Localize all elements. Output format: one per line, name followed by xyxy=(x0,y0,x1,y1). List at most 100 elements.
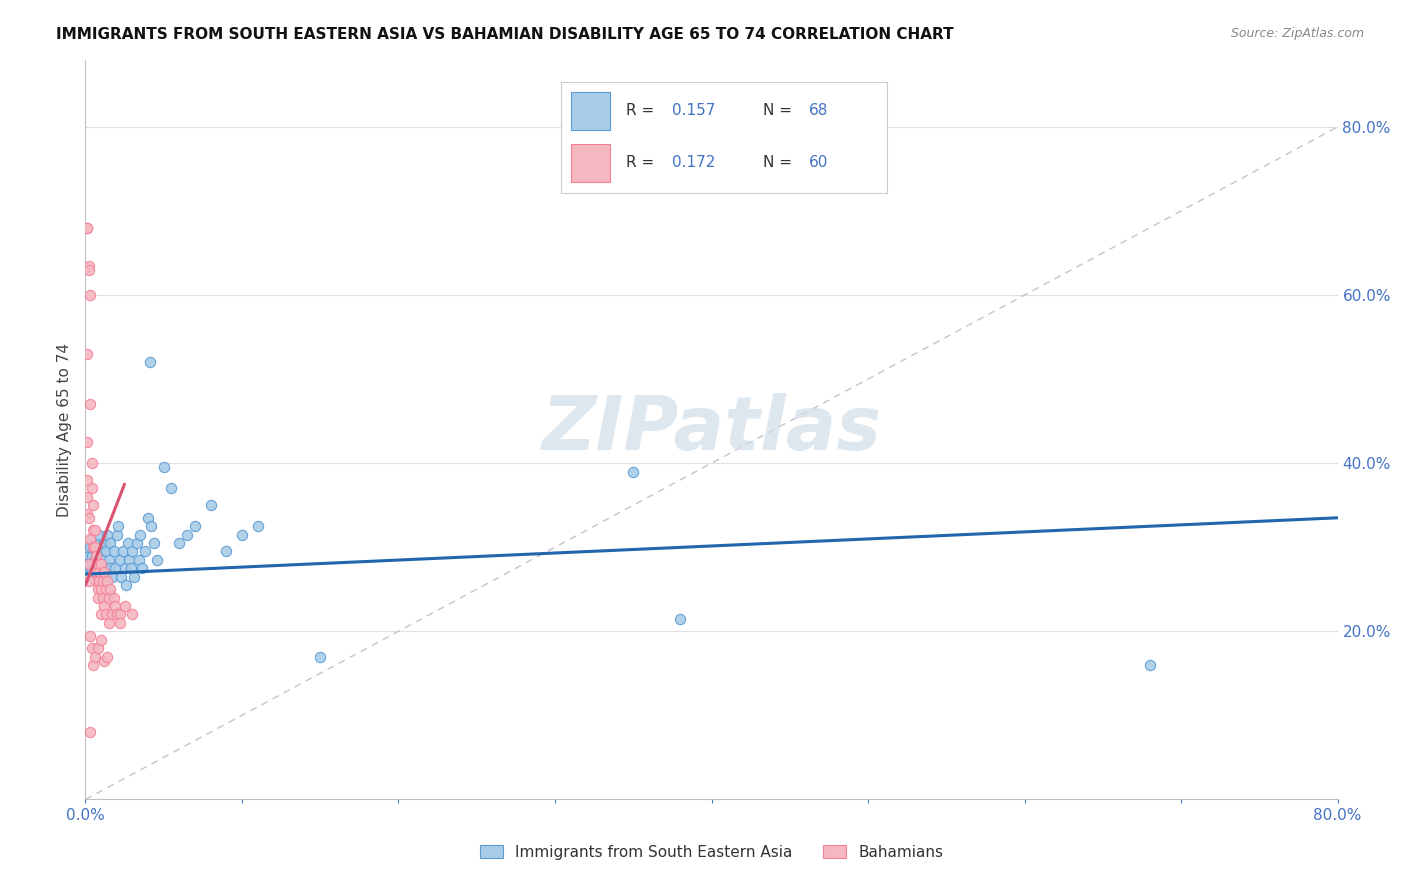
Point xyxy=(93,654,115,668)
Point xyxy=(101,607,124,622)
Point xyxy=(86,549,108,563)
Point xyxy=(309,649,332,664)
Point xyxy=(231,527,253,541)
Point xyxy=(77,557,100,571)
Point xyxy=(83,524,105,538)
Text: 60: 60 xyxy=(808,155,828,170)
Point xyxy=(77,549,100,563)
Point xyxy=(143,536,166,550)
Point xyxy=(621,465,644,479)
Point xyxy=(82,498,104,512)
Point xyxy=(79,628,101,642)
Point xyxy=(82,569,104,583)
Point xyxy=(96,574,118,588)
Point xyxy=(97,615,120,630)
Point xyxy=(83,649,105,664)
Point xyxy=(110,569,132,583)
Point xyxy=(86,566,108,580)
Point xyxy=(82,540,104,554)
Point xyxy=(90,607,112,622)
Point xyxy=(160,482,183,496)
Point xyxy=(83,540,105,554)
FancyBboxPatch shape xyxy=(571,144,610,182)
Point xyxy=(76,553,98,567)
Point xyxy=(79,532,101,546)
Point xyxy=(100,536,122,550)
Point xyxy=(91,553,114,567)
Point xyxy=(184,519,207,533)
Point xyxy=(89,561,111,575)
Point xyxy=(134,544,156,558)
Text: ZIPatlas: ZIPatlas xyxy=(541,393,882,466)
Point xyxy=(80,566,103,580)
Point xyxy=(105,607,128,622)
Point xyxy=(139,519,162,533)
Point xyxy=(115,578,138,592)
FancyBboxPatch shape xyxy=(571,92,610,129)
Text: R =: R = xyxy=(626,103,659,118)
Point xyxy=(77,259,100,273)
Y-axis label: Disability Age 65 to 74: Disability Age 65 to 74 xyxy=(58,343,72,516)
Point xyxy=(128,553,150,567)
Point xyxy=(82,657,104,672)
Point xyxy=(94,544,117,558)
Point xyxy=(76,561,98,575)
Point xyxy=(79,540,101,554)
Point xyxy=(90,582,112,597)
Point xyxy=(79,725,101,739)
Point xyxy=(93,536,115,550)
Point xyxy=(79,561,101,575)
Point xyxy=(76,347,98,361)
Point xyxy=(131,561,153,575)
Point xyxy=(146,553,169,567)
Point xyxy=(87,553,110,567)
Point xyxy=(87,641,110,656)
Point xyxy=(96,649,118,664)
Point xyxy=(80,641,103,656)
Point xyxy=(96,527,118,541)
Point xyxy=(105,527,128,541)
Point xyxy=(152,460,174,475)
Point xyxy=(103,544,125,558)
Point xyxy=(80,456,103,470)
Point xyxy=(94,582,117,597)
Point xyxy=(89,574,111,588)
Point xyxy=(76,473,98,487)
Point xyxy=(107,519,129,533)
Point xyxy=(101,569,124,583)
Point xyxy=(114,561,136,575)
Point xyxy=(120,561,142,575)
Point xyxy=(80,549,103,563)
Point xyxy=(83,561,105,575)
Point xyxy=(94,607,117,622)
Point xyxy=(80,482,103,496)
Point xyxy=(76,435,98,450)
Point xyxy=(97,591,120,605)
Point xyxy=(86,566,108,580)
Point xyxy=(121,544,143,558)
Text: 68: 68 xyxy=(808,103,828,118)
Point xyxy=(77,557,100,571)
Point xyxy=(90,557,112,571)
Point xyxy=(83,557,105,571)
Point xyxy=(169,536,191,550)
Point xyxy=(87,557,110,571)
Point xyxy=(111,544,134,558)
Point xyxy=(97,586,120,600)
Point xyxy=(76,220,98,235)
Point xyxy=(90,569,112,583)
Point xyxy=(91,574,114,588)
Point xyxy=(108,553,131,567)
Point xyxy=(122,569,145,583)
Point xyxy=(1139,657,1161,672)
Point xyxy=(103,591,125,605)
Point xyxy=(117,536,139,550)
Point xyxy=(114,599,136,613)
Point xyxy=(93,561,115,575)
Point xyxy=(97,553,120,567)
Point xyxy=(90,544,112,558)
Point xyxy=(77,262,100,277)
Point xyxy=(87,536,110,550)
Text: N =: N = xyxy=(763,155,797,170)
Legend: Immigrants from South Eastern Asia, Bahamians: Immigrants from South Eastern Asia, Baha… xyxy=(474,838,949,866)
